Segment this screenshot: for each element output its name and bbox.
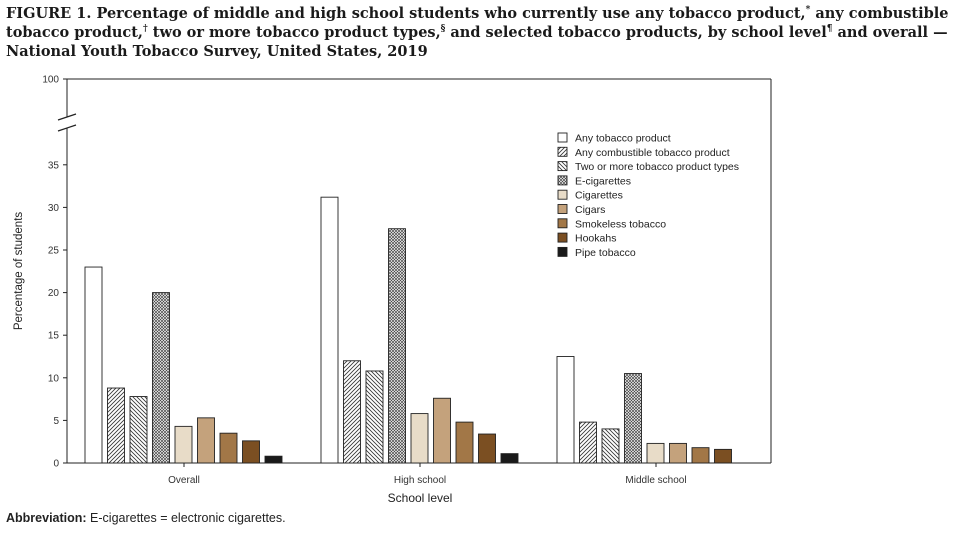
bar bbox=[556, 356, 575, 464]
legend-label: Cigars bbox=[575, 204, 605, 216]
title-footnote-mark-2: † bbox=[143, 24, 148, 35]
bar bbox=[579, 421, 597, 464]
bar bbox=[410, 413, 429, 464]
y-tick-label: 20 bbox=[48, 288, 60, 299]
legend-swatch bbox=[557, 161, 568, 172]
bar bbox=[455, 421, 474, 464]
legend-swatch bbox=[557, 204, 568, 214]
bar bbox=[433, 397, 451, 464]
legend-label: E-cigarettes bbox=[575, 175, 631, 187]
bar bbox=[646, 442, 665, 464]
bar bbox=[264, 455, 283, 464]
legend-label: Hookahs bbox=[575, 233, 616, 245]
bar bbox=[242, 440, 260, 464]
bar bbox=[197, 417, 215, 464]
figure-title: FIGURE 1. Percentage of middle and high … bbox=[6, 4, 972, 61]
bar bbox=[500, 453, 519, 464]
legend-label: Smokeless tobacco bbox=[575, 218, 666, 230]
title-footnote-mark-1: * bbox=[805, 5, 811, 16]
plot-area: 0 5 10 15 20 25 30 35 100 Percentage of students O… bbox=[13, 75, 772, 505]
y-tick-label: 25 bbox=[48, 246, 60, 257]
y-tick-label: 35 bbox=[48, 160, 60, 171]
y-tick-label: 30 bbox=[48, 203, 60, 214]
y-axis-title: Percentage of students bbox=[13, 212, 25, 331]
legend-swatch bbox=[557, 146, 568, 157]
axis-break-mark bbox=[57, 124, 77, 132]
abbreviation-label: Abbreviation: bbox=[6, 511, 87, 525]
y-tick-label: 100 bbox=[42, 75, 59, 86]
title-footnote-mark-4: ¶ bbox=[826, 24, 833, 35]
legend-label: Two or more tobacco product types bbox=[575, 161, 739, 173]
legend-swatch bbox=[557, 175, 568, 186]
legend-label: Cigarettes bbox=[575, 190, 623, 202]
legend-label: Any combustible tobacco product bbox=[575, 147, 730, 159]
legend-swatch bbox=[557, 246, 568, 257]
legend-swatch bbox=[557, 189, 568, 200]
legend-swatch bbox=[557, 132, 568, 143]
title-part-4: and selected tobacco products, by school… bbox=[445, 24, 827, 41]
x-tick-label: High school bbox=[394, 475, 446, 486]
bar bbox=[365, 370, 384, 464]
bar bbox=[624, 373, 642, 464]
x-tick-label: Overall bbox=[168, 475, 200, 486]
abbreviation-note: Abbreviation: E-cigarettes = electronic … bbox=[6, 511, 286, 525]
legend: Any tobacco product Any combustible tobac… bbox=[557, 132, 739, 259]
x-tick-label: Middle school bbox=[625, 475, 686, 486]
legend-label: Pipe tobacco bbox=[575, 247, 636, 259]
bar bbox=[601, 428, 620, 464]
legend-label: Any tobacco product bbox=[575, 133, 671, 145]
title-part-3: two or more tobacco product types, bbox=[147, 24, 441, 41]
bar bbox=[669, 442, 687, 464]
title-part-1: FIGURE 1. Percentage of middle and high … bbox=[6, 5, 806, 22]
legend-swatch bbox=[557, 232, 568, 243]
title-footnote-mark-3: § bbox=[440, 24, 446, 35]
bar bbox=[174, 425, 193, 464]
x-axis-title: School level bbox=[388, 491, 453, 505]
bar bbox=[691, 447, 710, 464]
bars-group bbox=[84, 196, 732, 464]
y-tick-label: 0 bbox=[53, 459, 59, 470]
bar bbox=[129, 396, 148, 464]
title-part-5: and overall — National Youth Tobacco Sur… bbox=[6, 24, 948, 60]
bar bbox=[714, 448, 732, 464]
bar bbox=[219, 432, 238, 464]
axis-break-mark bbox=[57, 113, 77, 121]
y-tick-label: 10 bbox=[48, 373, 60, 384]
bar bbox=[478, 433, 496, 464]
y-tick-label: 5 bbox=[53, 416, 59, 427]
title-part-2: any combustible tobacco product, bbox=[6, 5, 949, 41]
bar bbox=[343, 360, 361, 464]
y-tick-label: 15 bbox=[48, 331, 60, 342]
legend-swatch bbox=[557, 218, 568, 229]
bar bbox=[152, 292, 170, 464]
bar bbox=[107, 387, 125, 464]
abbreviation-text: E-cigarettes = electronic cigarettes. bbox=[86, 511, 286, 525]
bar bbox=[320, 196, 339, 464]
bar bbox=[388, 228, 406, 464]
bar bbox=[84, 266, 103, 464]
